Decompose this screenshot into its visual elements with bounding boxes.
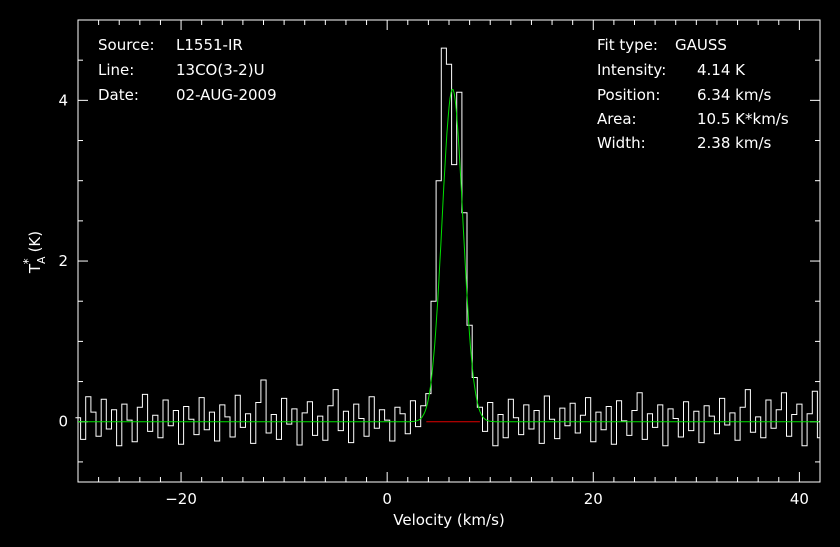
y-axis-label-unit: (K): [26, 231, 44, 253]
y-axis-label-sub: A: [35, 256, 48, 264]
fit-type-label: Fit type:: [597, 36, 658, 54]
gaussian-fit-line: [78, 88, 819, 423]
y-axis-label-text: TA* (K): [21, 231, 48, 274]
spectrum-line: [75, 47, 820, 447]
x-tick-label: 20: [584, 490, 603, 508]
intensity-value: 4.14 K: [697, 61, 746, 79]
y-tick-label: 0: [58, 413, 68, 431]
y-tick-label: 4: [58, 91, 68, 109]
source-label: Source:: [98, 36, 155, 54]
width-value: 2.38 km/s: [697, 134, 772, 152]
x-tick-label: −20: [165, 490, 197, 508]
y-tick-label: 2: [58, 252, 68, 270]
source-value: L1551-IR: [176, 36, 243, 54]
x-tick-label: 0: [382, 490, 392, 508]
line-value: 13CO(3-2)U: [176, 61, 265, 79]
date-value: 02-AUG-2009: [176, 86, 277, 104]
area-value: 10.5 K*km/s: [697, 110, 789, 128]
x-axis-label: Velocity (km/s): [393, 511, 504, 529]
x-axis-ticks: −20 0 20 40: [77, 20, 821, 508]
y-axis-label: TA* (K): [21, 231, 48, 274]
position-value: 6.34 km/s: [697, 86, 772, 104]
position-label: Position:: [597, 86, 660, 104]
date-label: Date:: [98, 86, 139, 104]
fit-type-value: GAUSS: [675, 36, 727, 54]
y-axis-label-sup: *: [21, 258, 35, 264]
y-axis-label-main: T: [26, 263, 44, 274]
width-label: Width:: [597, 134, 646, 152]
line-label: Line:: [98, 61, 134, 79]
area-label: Area:: [597, 110, 637, 128]
x-tick-label: 40: [790, 490, 809, 508]
intensity-label: Intensity:: [597, 61, 666, 79]
